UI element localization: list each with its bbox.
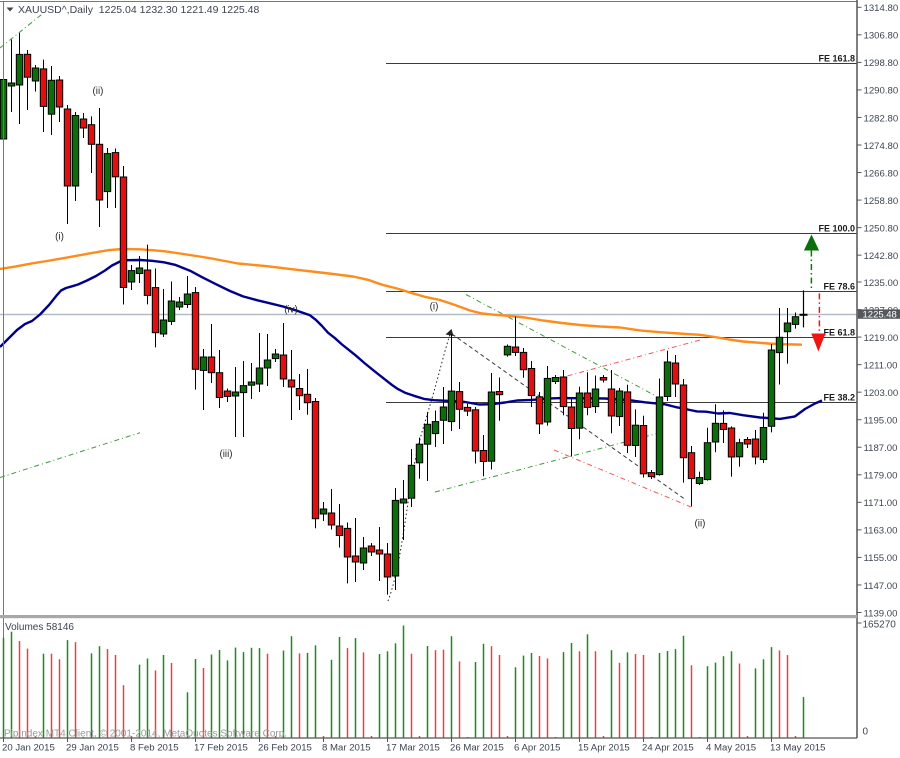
svg-text:4 May 2015: 4 May 2015 [706,743,756,754]
svg-text:29 Jan 2015: 29 Jan 2015 [66,743,119,754]
svg-text:20 Jan 2015: 20 Jan 2015 [2,743,55,754]
svg-text:FE 100.0: FE 100.0 [818,223,855,233]
svg-text:1235.00: 1235.00 [864,278,899,289]
svg-text:1195.00: 1195.00 [864,416,898,427]
svg-text:FE 78.6: FE 78.6 [823,281,855,291]
svg-text:FE 161.8: FE 161.8 [818,53,855,63]
svg-text:(iv): (iv) [284,305,298,316]
svg-text:(iii): (iii) [219,449,232,460]
svg-text:FE 61.8: FE 61.8 [823,327,855,337]
svg-text:1211.00: 1211.00 [864,360,898,371]
svg-text:1179.00: 1179.00 [864,471,898,482]
svg-text:Volumes 58146: Volumes 58146 [5,622,74,633]
svg-text:1203.00: 1203.00 [864,388,899,399]
svg-text:1225.48: 1225.48 [863,310,897,321]
svg-text:26 Feb 2015: 26 Feb 2015 [258,743,312,754]
svg-text:1306.80: 1306.80 [864,31,899,42]
svg-text:1187.00: 1187.00 [864,443,898,454]
svg-text:1258.80: 1258.80 [864,196,899,207]
svg-text:1314.80: 1314.80 [864,3,899,14]
svg-text:26 Mar 2015: 26 Mar 2015 [450,743,504,754]
svg-text:1274.80: 1274.80 [864,141,899,152]
svg-text:6 Apr 2015: 6 Apr 2015 [514,743,560,754]
svg-text:(ii): (ii) [695,519,706,530]
svg-text:1266.80: 1266.80 [864,168,899,179]
svg-text:(ii): (ii) [93,86,104,97]
svg-text:1242.80: 1242.80 [864,251,899,262]
svg-text:1219.00: 1219.00 [864,333,899,344]
svg-text:17 Feb 2015: 17 Feb 2015 [194,743,248,754]
svg-text:(i): (i) [55,232,64,243]
svg-text:XAUUSD^,Daily 1225.04 1232.30: XAUUSD^,Daily 1225.04 1232.30 1221.49 12… [18,4,260,16]
svg-text:1298.80: 1298.80 [864,58,899,69]
svg-text:8 Mar 2015: 8 Mar 2015 [322,743,371,754]
svg-text:1282.80: 1282.80 [864,113,899,124]
svg-text:1155.00: 1155.00 [864,553,898,564]
svg-text:1139.00: 1139.00 [864,608,898,619]
svg-text:165270: 165270 [863,620,897,631]
svg-text:24 Apr 2015: 24 Apr 2015 [642,743,694,754]
svg-text:1290.80: 1290.80 [864,86,899,97]
svg-text:1171.00: 1171.00 [864,498,898,509]
svg-text:8 Feb 2015: 8 Feb 2015 [130,743,179,754]
svg-text:(i): (i) [430,302,439,313]
svg-text:0: 0 [863,727,869,738]
svg-text:FE 38.2: FE 38.2 [823,392,855,402]
svg-text:1250.80: 1250.80 [864,223,899,234]
svg-text:13 May 2015: 13 May 2015 [770,743,825,754]
svg-text:1147.00: 1147.00 [864,581,898,592]
svg-text:17 Mar 2015: 17 Mar 2015 [386,743,440,754]
svg-text:1163.00: 1163.00 [864,526,898,537]
svg-text:15 Apr 2015: 15 Apr 2015 [578,743,630,754]
svg-text:PipIndex MT4 Client, © 2001-20: PipIndex MT4 Client, © 2001-2014, MetaQu… [4,729,287,740]
